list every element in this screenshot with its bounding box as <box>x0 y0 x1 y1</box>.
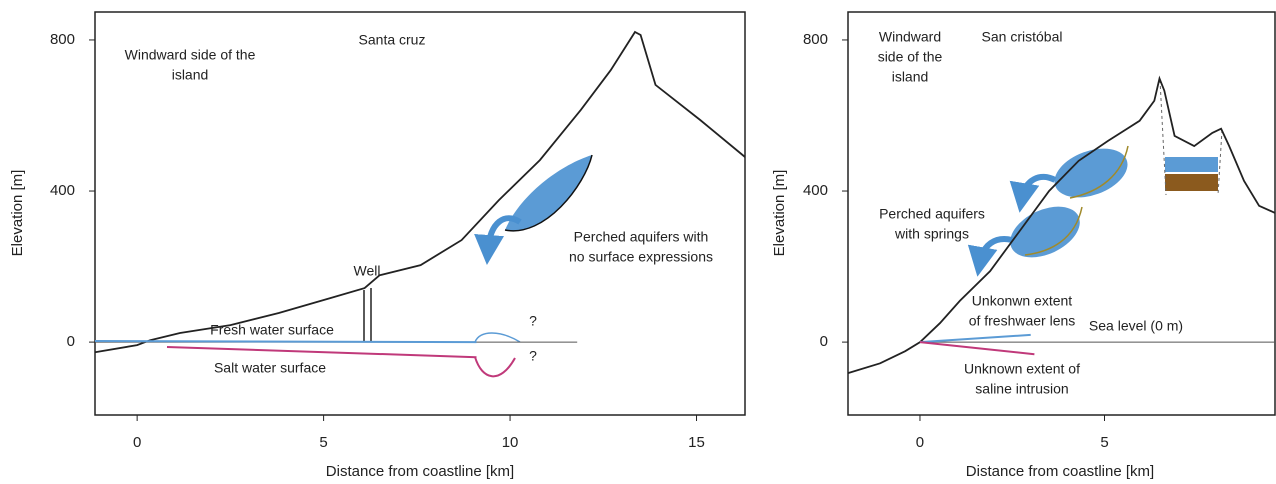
x-axis-label: Distance from coastline [km] <box>326 463 514 480</box>
annotation: ? <box>529 348 537 364</box>
x-tick-label: 5 <box>319 434 327 451</box>
decoration <box>967 79 1223 277</box>
annotation: island <box>892 69 929 85</box>
x-axis-label: Distance from coastline [km] <box>966 463 1154 480</box>
y-tick-label: 0 <box>67 333 75 350</box>
annotation: Unknown extent of <box>964 361 1080 377</box>
line <box>919 341 1035 356</box>
decoration <box>363 154 593 378</box>
annotation: San cristóbal <box>982 29 1063 45</box>
annotation: with springs <box>894 226 969 242</box>
plot-frame <box>847 11 1276 416</box>
line <box>847 75 1276 374</box>
annotation: Unkonwn extent <box>972 293 1073 309</box>
annotation: Fresh water surface <box>210 322 334 338</box>
annotation: no surface expressions <box>569 249 713 265</box>
annotation: Well <box>354 263 381 279</box>
annotation: saline intrusion <box>975 381 1068 397</box>
annotation: Windward <box>879 29 941 45</box>
annotation: Windward side of the <box>125 47 256 63</box>
y-tick-label: 400 <box>50 182 75 199</box>
x-tick-label: 5 <box>1100 434 1108 451</box>
line <box>94 30 746 354</box>
annotation: Sea level (0 m) <box>1089 318 1183 334</box>
annotation: Perched aquifers <box>879 206 985 222</box>
line <box>166 346 477 359</box>
x-tick-label: 15 <box>688 434 705 451</box>
y-tick-label: 800 <box>50 31 75 48</box>
annotation: Santa cruz <box>359 32 426 48</box>
x-tick-label: 0 <box>916 434 924 451</box>
annotation: side of the <box>878 49 943 65</box>
y-axis-label: Elevation [m] <box>9 170 26 257</box>
annotation: ? <box>529 313 537 329</box>
line <box>94 340 477 344</box>
x-tick-label: 0 <box>133 434 141 451</box>
annotation: Salt water surface <box>214 360 326 376</box>
y-tick-label: 400 <box>803 182 828 199</box>
y-tick-label: 0 <box>820 333 828 350</box>
y-tick-label: 800 <box>803 31 828 48</box>
annotation: Perched aquifers with <box>574 229 709 245</box>
y-axis-label: Elevation [m] <box>771 170 788 257</box>
annotation: island <box>172 67 209 83</box>
annotation: of freshwaer lens <box>969 313 1076 329</box>
plot-frame <box>94 11 746 416</box>
x-tick-label: 10 <box>502 434 519 451</box>
line <box>919 333 1031 344</box>
